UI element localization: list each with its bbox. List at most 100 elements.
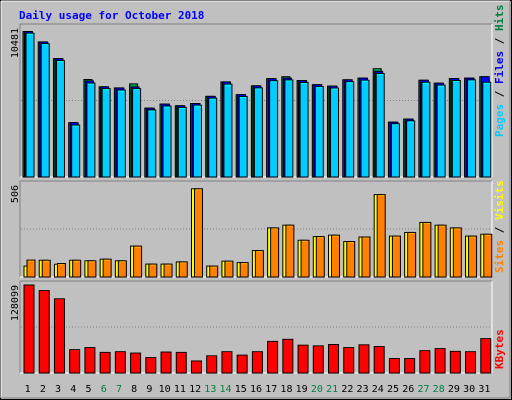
legend-sep: /: [493, 84, 506, 104]
pages-bar-4: [71, 124, 81, 178]
day-label-14: 14: [220, 384, 232, 395]
y-max-label-visits: 506: [10, 185, 21, 203]
legend-visits-sites: Sites / Visits: [493, 180, 506, 273]
kbytes-bar-15: [236, 354, 248, 374]
legend-pages: Pages: [493, 104, 506, 137]
sites-bar-22: [346, 241, 356, 278]
legend-hits: Hits: [493, 5, 506, 32]
day-label-6: 6: [101, 384, 107, 395]
kbytes-bar-26: [404, 358, 416, 374]
kbytes-bar-19: [297, 344, 309, 374]
pages-bar-27: [421, 81, 431, 178]
sites-bar-27: [422, 221, 432, 278]
sites-bar-4: [72, 259, 82, 278]
day-label-8: 8: [131, 384, 137, 395]
kbytes-bar-11: [175, 351, 187, 374]
pages-bar-15: [238, 95, 248, 178]
sites-bar-2: [41, 259, 51, 278]
pages-bar-17: [269, 80, 279, 178]
day-label-25: 25: [387, 384, 399, 395]
kbytes-bar-2: [38, 290, 50, 374]
pages-bar-3: [55, 60, 65, 178]
pages-bar-25: [390, 123, 400, 178]
kbytes-bar-27: [419, 350, 431, 374]
day-label-29: 29: [448, 384, 460, 395]
pages-bar-7: [116, 89, 126, 178]
kbytes-bar-6: [99, 351, 111, 374]
kbytes-bar-7: [114, 351, 126, 374]
sites-bar-8: [133, 245, 143, 278]
sites-bar-29: [452, 227, 462, 278]
day-label-27: 27: [417, 384, 429, 395]
pages-bar-10: [162, 105, 172, 178]
day-label-2: 2: [40, 384, 46, 395]
pages-bar-13: [208, 97, 218, 178]
pages-bar-24: [375, 72, 385, 178]
kbytes-bar-16: [251, 351, 263, 374]
sites-bar-14: [224, 260, 234, 278]
kbytes-bar-5: [84, 347, 96, 374]
pages-bar-16: [253, 87, 263, 178]
kbytes-bar-30: [465, 351, 477, 374]
sites-bar-6: [102, 258, 112, 278]
kbytes-bar-1: [23, 284, 35, 374]
sites-bar-5: [87, 260, 97, 278]
sites-bar-26: [407, 231, 417, 278]
sites-bar-7: [117, 260, 127, 278]
pages-bar-20: [314, 86, 324, 178]
pages-bar-29: [451, 80, 461, 178]
day-label-24: 24: [372, 384, 384, 395]
kbytes-bar-9: [145, 357, 157, 374]
day-label-19: 19: [296, 384, 308, 395]
pages-bar-28: [436, 84, 446, 178]
sites-bar-23: [361, 236, 371, 278]
sites-bar-28: [437, 224, 447, 278]
kbytes-bar-8: [130, 352, 142, 374]
day-label-23: 23: [357, 384, 369, 395]
pages-bar-11: [177, 106, 187, 178]
kbytes-bar-29: [449, 350, 461, 374]
legend-kbytes: KBytes: [493, 329, 506, 369]
kbytes-bar-21: [328, 343, 340, 374]
sites-bar-15: [239, 262, 249, 278]
sites-bar-3: [56, 263, 66, 278]
pages-bar-1: [25, 32, 35, 178]
legend-hits-files-pages: Pages / Files / Hits: [493, 5, 506, 138]
day-label-13: 13: [204, 384, 216, 395]
pages-bar-21: [330, 87, 340, 178]
day-label-4: 4: [70, 384, 76, 395]
pages-bar-31: [482, 81, 492, 178]
kbytes-bar-23: [358, 344, 370, 374]
day-label-21: 21: [326, 384, 338, 395]
pages-bar-18: [284, 79, 294, 178]
day-label-26: 26: [402, 384, 414, 395]
sites-bar-30: [468, 235, 478, 278]
legend-sep: /: [493, 220, 506, 240]
kbytes-bar-4: [69, 349, 81, 374]
day-label-10: 10: [159, 384, 171, 395]
pages-bar-8: [132, 88, 142, 178]
kbytes-bar-17: [267, 340, 279, 374]
pages-bar-9: [147, 109, 157, 178]
sites-bar-20: [315, 236, 325, 278]
day-label-22: 22: [341, 384, 353, 395]
day-label-16: 16: [250, 384, 262, 395]
legend-files: Files: [493, 51, 506, 84]
day-label-28: 28: [433, 384, 445, 395]
kbytes-bar-20: [312, 345, 324, 374]
pages-bar-5: [86, 82, 96, 178]
kbytes-bar-22: [343, 347, 355, 374]
day-label-17: 17: [265, 384, 277, 395]
day-label-9: 9: [146, 384, 152, 395]
legend-sep: /: [493, 31, 506, 51]
sites-bar-17: [270, 227, 280, 278]
y-max-label-hits: 10481: [10, 28, 21, 58]
sites-bar-12: [193, 188, 203, 278]
sites-bar-21: [331, 234, 341, 278]
sites-bar-1: [26, 259, 36, 278]
pages-bar-2: [40, 43, 50, 178]
sites-bar-16: [254, 250, 264, 278]
pages-bar-22: [345, 81, 355, 178]
kbytes-bar-10: [160, 351, 172, 374]
